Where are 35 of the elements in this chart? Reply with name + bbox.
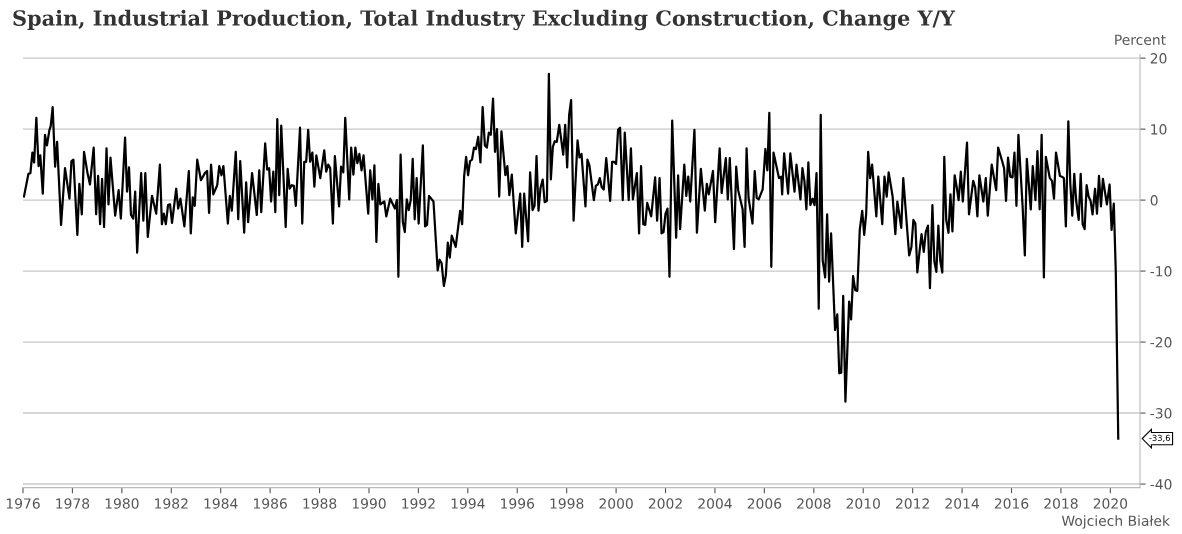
x-tick-label: 1996 (501, 498, 535, 509)
x-tick-label: 1980 (105, 498, 139, 509)
x-tick-label: 1990 (352, 498, 386, 509)
y-tick-label: 0 (1150, 195, 1158, 206)
x-tick-label: 2004 (698, 498, 732, 509)
x-tick-label: 2018 (1044, 498, 1078, 509)
chart-title: Spain, Industrial Production, Total Industry Excluding Construction, Change Y/Y (13, 9, 956, 31)
x-tick-label: 1984 (204, 498, 238, 509)
x-tick-label: 2020 (1093, 498, 1128, 509)
x-tick-label: 2010 (846, 498, 880, 509)
x-tick-label: 1986 (253, 498, 287, 509)
text: -33,6 (1149, 434, 1170, 442)
x-tick-label: 2002 (648, 498, 682, 509)
x-tick-label: 2012 (895, 498, 929, 509)
x-tick-label: 1992 (402, 498, 435, 509)
y-tick-label: 10 (1151, 124, 1167, 135)
y-tick-label: 20 (1150, 53, 1167, 64)
x-tick-label: 1982 (155, 498, 188, 509)
x-tick-label: 1988 (303, 498, 337, 509)
y-axis-title: Percent (1115, 34, 1166, 46)
text: Wojciech Białek (1061, 515, 1170, 529)
x-tick-label: 2008 (797, 498, 831, 509)
x-tick-label: 2006 (747, 498, 782, 509)
x-tick-label: 1978 (56, 498, 90, 509)
x-tick-label: 2000 (599, 498, 633, 509)
y-tick-label: -20 (1150, 337, 1172, 348)
y-tick-label: -40 (1150, 479, 1172, 490)
y-tick-label: -10 (1150, 266, 1172, 277)
x-tick-label: 2014 (945, 498, 979, 509)
x-tick-label: 1998 (550, 498, 584, 509)
x-tick-label: 2016 (994, 498, 1029, 509)
y-tick-label: -30 (1150, 408, 1172, 419)
x-tick-label: 1976 (6, 498, 40, 509)
x-tick-label: 1994 (451, 498, 485, 509)
line-series (23, 72, 1120, 440)
